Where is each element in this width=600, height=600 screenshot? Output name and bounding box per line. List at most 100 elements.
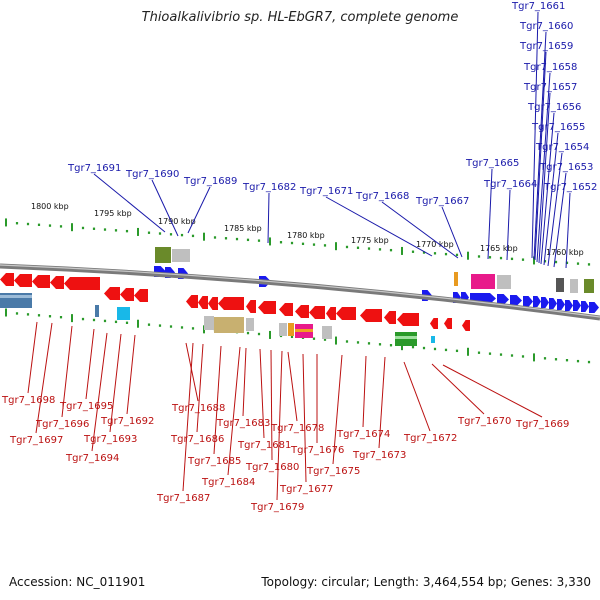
gene-label: Tgr7_1659 <box>519 41 573 52</box>
leader-line <box>553 172 567 268</box>
leader-line <box>196 343 204 433</box>
ruler-label: 1770 kbp <box>416 240 454 249</box>
gene-leader-lines <box>27 11 571 501</box>
gene-label: Tgr7_1697 <box>9 435 63 446</box>
reverse-gene-arrow <box>384 311 396 324</box>
reverse-gene-arrow <box>397 313 419 326</box>
forward-gene-arrow <box>497 294 509 305</box>
feature-box <box>497 275 511 289</box>
gene-label: Tgr7_1678 <box>270 423 324 434</box>
feature-tracks <box>0 247 599 346</box>
gene-label: Tgr7_1677 <box>279 484 333 495</box>
ruler-label: 1800 kbp <box>31 202 69 211</box>
leader-line <box>565 192 571 269</box>
forward-gene-arrow <box>565 300 573 311</box>
forward-gene-arrow <box>523 296 533 307</box>
feature-box <box>95 305 99 317</box>
gene-label: Tgr7_1682 <box>242 182 296 193</box>
leader-line <box>325 196 433 257</box>
leader-line <box>27 321 38 394</box>
feature-box <box>279 323 287 336</box>
genome-backbone <box>0 263 600 321</box>
gene-label: Tgr7_1674 <box>336 429 390 440</box>
reverse-gene-arrow <box>104 287 120 300</box>
leader-line <box>259 348 265 439</box>
feature-box <box>431 336 435 343</box>
feature-box <box>155 247 171 263</box>
gene-label: Tgr7_1676 <box>290 445 344 456</box>
leader-line <box>547 152 563 267</box>
gene-label: Tgr7_1654 <box>535 142 589 153</box>
feature-box <box>471 274 495 289</box>
forward-gene-arrow <box>573 300 581 311</box>
gene-label: Tgr7_1689 <box>183 176 237 187</box>
gene-label: Tgr7_1670 <box>457 416 511 427</box>
feature-box-stripe <box>0 295 32 298</box>
accession-text: Accession: NC_011901 <box>9 575 146 589</box>
gene-label: Tgr7_1683 <box>216 418 270 429</box>
leader-line <box>403 361 431 432</box>
reverse-gene-arrow <box>258 301 276 314</box>
reverse-gene-arrow <box>360 309 382 322</box>
reverse-gene-arrow <box>326 307 336 320</box>
feature-box <box>117 307 130 320</box>
gene-label: Tgr7_1692 <box>100 416 154 427</box>
leader-line <box>302 353 307 483</box>
reverse-gene-arrow <box>198 296 208 309</box>
feature-box <box>172 249 190 262</box>
ruler-label: 1790 kbp <box>158 217 196 226</box>
gene-label: Tgr7_1667 <box>415 196 469 207</box>
ruler-label: 1785 kbp <box>224 224 262 233</box>
leader-line <box>276 350 283 501</box>
leader-line <box>332 354 343 465</box>
gene-labels: Tgr7_1661 Tgr7_1660 Tgr7_1659 Tgr7_1658 Tgr7… <box>1 1 597 513</box>
gene-label: Tgr7_1657 <box>523 82 577 93</box>
leader-line <box>35 322 53 434</box>
gene-label: Tgr7_1690 <box>125 169 179 180</box>
leader-line <box>381 201 459 259</box>
reverse-gene-arrow <box>218 297 244 310</box>
feature-box <box>246 318 254 331</box>
gene-label: Tgr7_1680 <box>245 462 299 473</box>
reverse-gene-arrow <box>32 275 50 288</box>
gene-label: Tgr7_1671 <box>299 186 353 197</box>
leader-line <box>536 72 551 263</box>
gene-label: Tgr7_1691 <box>67 163 121 174</box>
gene-label: Tgr7_1679 <box>250 502 304 513</box>
gene-label: Tgr7_1685 <box>187 456 241 467</box>
leader-line <box>126 334 136 415</box>
leader-line <box>93 173 166 233</box>
reverse-gene-arrow <box>336 307 356 320</box>
reverse-gene-arrow <box>430 318 438 329</box>
leader-line <box>534 51 547 261</box>
feature-box <box>556 278 564 292</box>
leader-line <box>85 328 95 400</box>
genome-summary-text: Topology: circular; Length: 3,464,554 bp… <box>261 575 591 589</box>
gene-label: Tgr7_1681 <box>237 440 291 451</box>
leader-line <box>151 179 179 237</box>
leader-line <box>378 356 386 449</box>
gene-label: Tgr7_1653 <box>539 162 593 173</box>
leader-line <box>185 342 199 402</box>
gene-label: Tgr7_1668 <box>355 191 409 202</box>
reverse-gene-arrow <box>444 318 452 329</box>
gene-label: Tgr7_1661 <box>511 1 565 12</box>
reverse-gene-arrow <box>462 320 470 331</box>
forward-gene-arrow <box>589 302 599 313</box>
gene-label: Tgr7_1673 <box>352 450 406 461</box>
forward-gene-arrow <box>581 301 589 312</box>
reverse-gene-arrow <box>14 274 32 287</box>
leader-line <box>61 325 73 418</box>
leader-line <box>431 363 485 415</box>
leader-line <box>227 346 241 476</box>
leader-line <box>533 31 547 260</box>
gene-label: Tgr7_1686 <box>170 434 224 445</box>
leader-line <box>538 92 551 264</box>
gene-label: Tgr7_1684 <box>201 477 255 488</box>
ruler-label: 1775 kbp <box>351 236 389 245</box>
gene-label: Tgr7_1693 <box>83 434 137 445</box>
leader-line <box>540 112 555 265</box>
reverse-gene-arrow <box>120 288 134 301</box>
gene-label: Tgr7_1694 <box>65 453 119 464</box>
